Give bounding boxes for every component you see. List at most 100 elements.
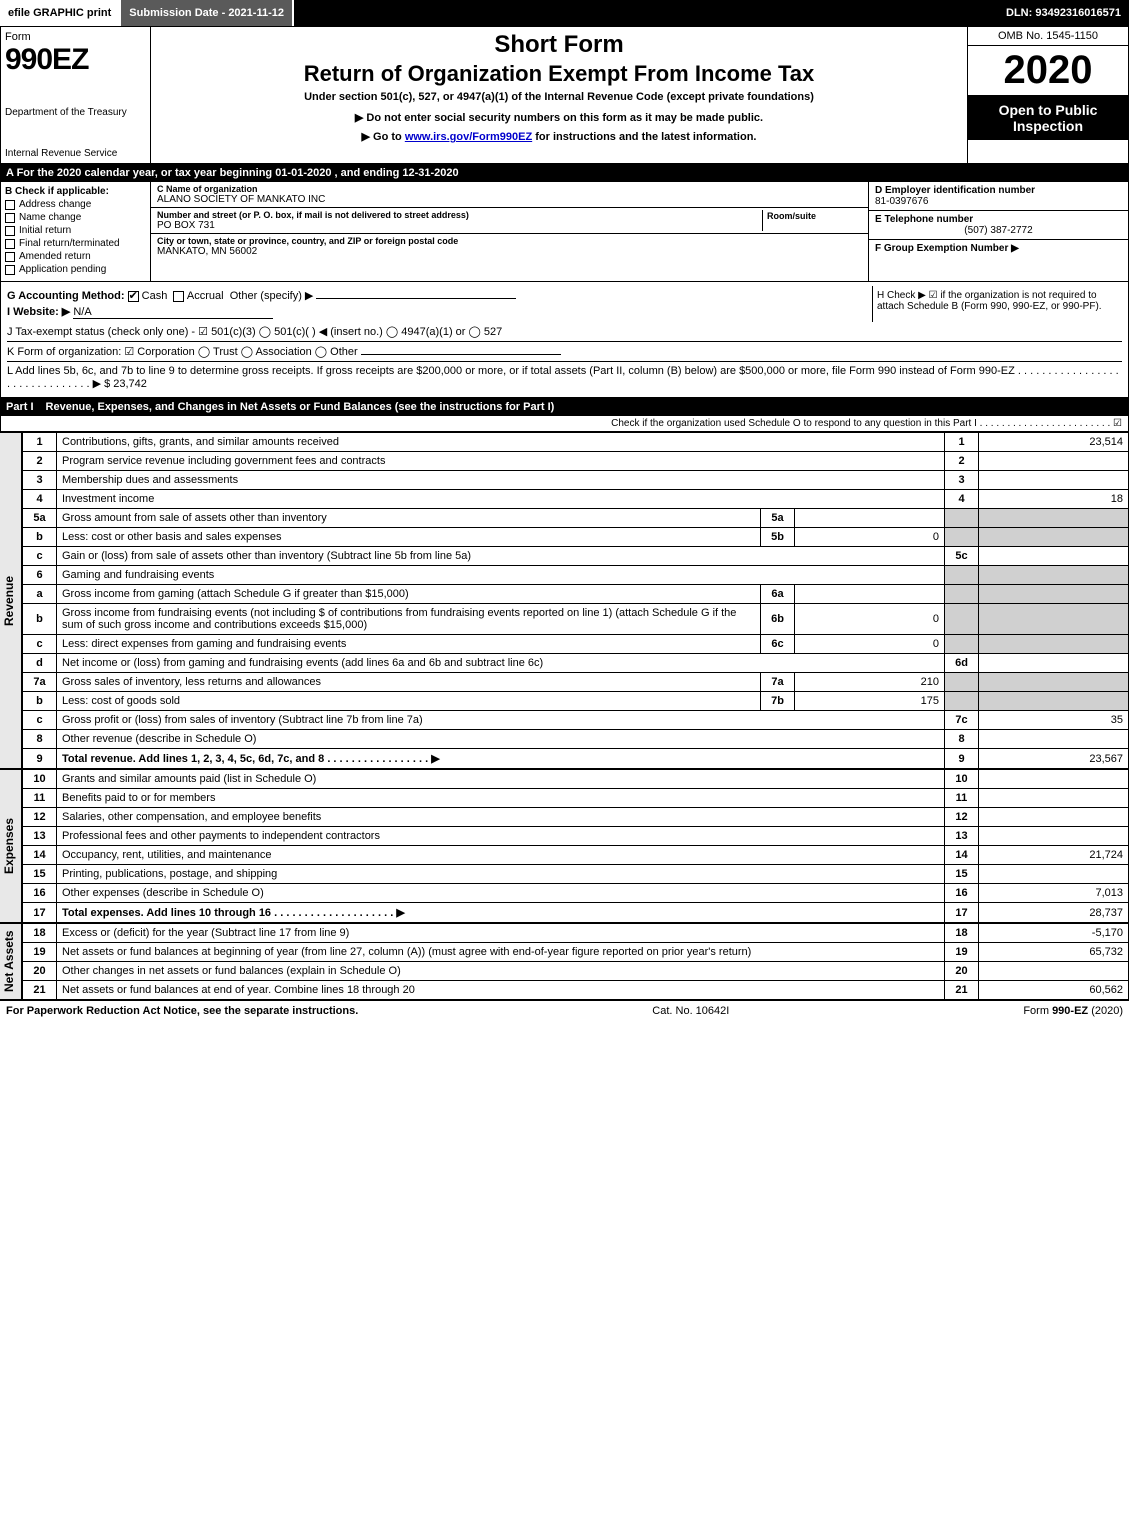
line-number: 6: [23, 566, 57, 585]
check-final-return[interactable]: Final return/terminated: [5, 238, 146, 249]
section-h: H Check ▶ ☑ if the organization is not r…: [872, 286, 1122, 322]
accrual-label: Accrual: [187, 290, 224, 302]
table-row: 3Membership dues and assessments3: [23, 471, 1129, 490]
form-subtitle: Under section 501(c), 527, or 4947(a)(1)…: [159, 91, 959, 103]
line-number: 10: [23, 770, 57, 789]
line-desc: Professional fees and other payments to …: [57, 827, 945, 846]
table-row: 18Excess or (deficit) for the year (Subt…: [23, 924, 1129, 943]
table-row: 9Total revenue. Add lines 1, 2, 3, 4, 5c…: [23, 749, 1129, 769]
line-desc: Benefits paid to or for members: [57, 789, 945, 808]
line-ref: 17: [945, 903, 979, 923]
sub-line-number: 5a: [761, 509, 795, 528]
line-ref: 19: [945, 943, 979, 962]
table-row: 1Contributions, gifts, grants, and simil…: [23, 433, 1129, 452]
line-desc: Gross income from fundraising events (no…: [57, 604, 761, 635]
line-desc: Less: cost or other basis and sales expe…: [57, 528, 761, 547]
amount-value: 23,514: [979, 433, 1129, 452]
line-ref: 9: [945, 749, 979, 769]
netassets-vlabel: Net Assets: [0, 923, 22, 1000]
expenses-section: Expenses 10Grants and similar amounts pa…: [0, 769, 1129, 923]
part1-title: Revenue, Expenses, and Changes in Net As…: [46, 401, 555, 413]
check-application-pending[interactable]: Application pending: [5, 264, 146, 275]
org-name: ALANO SOCIETY OF MANKATO INC: [157, 194, 862, 205]
line-desc: Printing, publications, postage, and shi…: [57, 865, 945, 884]
amount-value: [979, 471, 1129, 490]
line-ref: 1: [945, 433, 979, 452]
line-desc: Contributions, gifts, grants, and simila…: [57, 433, 945, 452]
top-bar: efile GRAPHIC print Submission Date - 20…: [0, 0, 1129, 26]
line-number: 5a: [23, 509, 57, 528]
sub-line-number: 5b: [761, 528, 795, 547]
section-b-checks: B Check if applicable: Address change Na…: [1, 182, 151, 281]
checkbox-accrual[interactable]: [173, 291, 184, 302]
table-row: 20Other changes in net assets or fund ba…: [23, 962, 1129, 981]
line-ref: 13: [945, 827, 979, 846]
section-def: D Employer identification number 81-0397…: [868, 182, 1128, 281]
table-row: 12Salaries, other compensation, and empl…: [23, 808, 1129, 827]
k-other-field[interactable]: [361, 354, 561, 355]
netassets-table: 18Excess or (deficit) for the year (Subt…: [22, 923, 1129, 1000]
line-desc: Other revenue (describe in Schedule O): [57, 730, 945, 749]
i-label: I Website: ▶: [7, 306, 70, 318]
line-ref: 12: [945, 808, 979, 827]
ssn-warning: ▶ Do not enter social security numbers o…: [159, 111, 959, 124]
line-ref: 5c: [945, 547, 979, 566]
amount-shaded: [979, 635, 1129, 654]
amount-value: [979, 654, 1129, 673]
line-number: 13: [23, 827, 57, 846]
part1-tag: Part I: [6, 401, 34, 413]
line-desc: Program service revenue including govern…: [57, 452, 945, 471]
city-label: City or town, state or province, country…: [157, 236, 862, 246]
h-text: H Check ▶ ☑ if the organization is not r…: [877, 290, 1102, 312]
line-number: 21: [23, 981, 57, 1000]
line-j: J Tax-exempt status (check only one) - ☑…: [7, 325, 1122, 338]
checkbox-cash[interactable]: [128, 291, 139, 302]
line-ref: 21: [945, 981, 979, 1000]
line-ref-shaded: [945, 509, 979, 528]
amount-value: 60,562: [979, 981, 1129, 1000]
goto-suffix: for instructions and the latest informat…: [535, 131, 756, 143]
amount-value: [979, 827, 1129, 846]
other-specify-field[interactable]: [316, 298, 516, 299]
check-label: Address change: [19, 199, 91, 210]
line-number: 2: [23, 452, 57, 471]
line-number: 1: [23, 433, 57, 452]
line-number: 7a: [23, 673, 57, 692]
footer-left: For Paperwork Reduction Act Notice, see …: [6, 1005, 358, 1017]
check-name-change[interactable]: Name change: [5, 212, 146, 223]
line-ref: 10: [945, 770, 979, 789]
sub-line-value: 210: [795, 673, 945, 692]
check-address-change[interactable]: Address change: [5, 199, 146, 210]
sub-line-value: 0: [795, 528, 945, 547]
expenses-vlabel: Expenses: [0, 769, 22, 923]
short-form-title: Short Form: [159, 31, 959, 59]
table-row: 7aGross sales of inventory, less returns…: [23, 673, 1129, 692]
amount-shaded: [979, 509, 1129, 528]
revenue-table: 1Contributions, gifts, grants, and simil…: [22, 432, 1129, 769]
line-number: c: [23, 635, 57, 654]
line-number: d: [23, 654, 57, 673]
line-ref: 18: [945, 924, 979, 943]
goto-prefix: ▶ Go to: [362, 131, 405, 143]
form-label: Form: [5, 31, 146, 43]
line-number: c: [23, 711, 57, 730]
line-number: 15: [23, 865, 57, 884]
section-bcdef: B Check if applicable: Address change Na…: [0, 182, 1129, 282]
table-row: bLess: cost of goods sold7b175: [23, 692, 1129, 711]
check-amended-return[interactable]: Amended return: [5, 251, 146, 262]
check-label: Initial return: [19, 225, 71, 236]
checkbox-icon: [5, 226, 15, 236]
irs-link[interactable]: www.irs.gov/Form990EZ: [405, 131, 532, 143]
check-initial-return[interactable]: Initial return: [5, 225, 146, 236]
line-number: 3: [23, 471, 57, 490]
amount-value: [979, 452, 1129, 471]
line-desc: Net income or (loss) from gaming and fun…: [57, 654, 945, 673]
form-title: Return of Organization Exempt From Incom…: [159, 61, 959, 87]
section-c: C Name of organization ALANO SOCIETY OF …: [151, 182, 868, 281]
line-desc: Excess or (deficit) for the year (Subtra…: [57, 924, 945, 943]
amount-shaded: [979, 692, 1129, 711]
omb-number: OMB No. 1545-1150: [968, 27, 1128, 46]
table-row: 4Investment income418: [23, 490, 1129, 509]
line-ref-shaded: [945, 673, 979, 692]
b-label: B Check if applicable:: [5, 186, 146, 197]
